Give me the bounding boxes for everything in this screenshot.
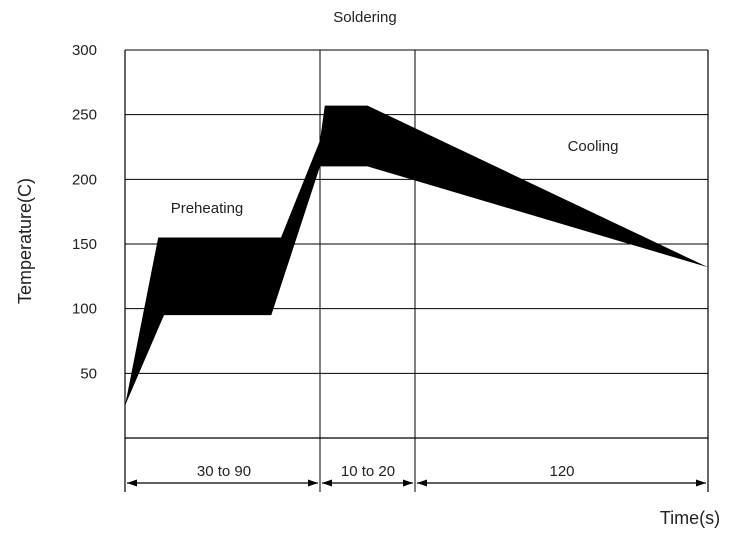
y-tick-label-150: 150 <box>72 236 97 253</box>
duration-label-soldering: 10 to 20 <box>341 463 395 480</box>
y-tick-labels: 50 100 150 200 250 300 <box>72 42 97 382</box>
phase-label-soldering: Soldering <box>333 9 396 26</box>
arrowhead-right-1 <box>308 479 318 487</box>
duration-arrows <box>127 479 706 487</box>
arrowhead-left-1 <box>127 479 137 487</box>
duration-label-preheating: 30 to 90 <box>197 463 251 480</box>
y-tick-label-100: 100 <box>72 301 97 318</box>
y-tick-label-250: 250 <box>72 107 97 124</box>
arrowhead-right-2 <box>403 479 413 487</box>
phase-label-cooling: Cooling <box>568 138 619 155</box>
duration-label-cooling: 120 <box>549 463 574 480</box>
y-tick-label-300: 300 <box>72 42 97 59</box>
y-tick-label-50: 50 <box>80 365 97 382</box>
arrowhead-left-2 <box>322 479 332 487</box>
arrowhead-left-3 <box>417 479 427 487</box>
plot-frame <box>124 50 709 492</box>
phase-label-preheating: Preheating <box>171 200 244 217</box>
temperature-band <box>125 105 708 406</box>
x-axis-label: Time(s) <box>660 508 720 528</box>
arrowhead-right-3 <box>696 479 706 487</box>
y-tick-label-200: 200 <box>72 171 97 188</box>
y-axis-label: Temperature(C) <box>15 178 35 304</box>
